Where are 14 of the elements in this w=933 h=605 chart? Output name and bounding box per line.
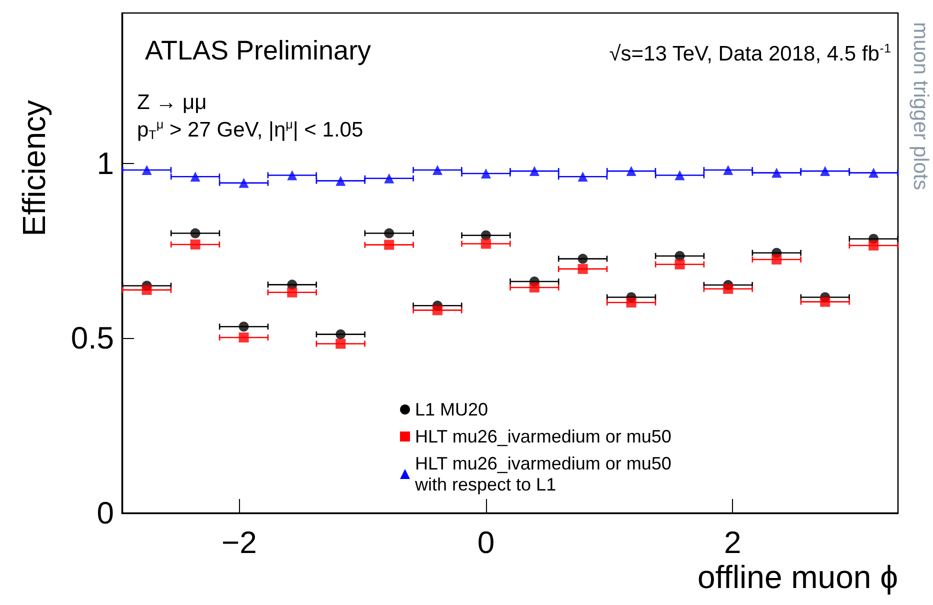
y-tick-label: 1 xyxy=(96,146,114,181)
text: muon trigger plots xyxy=(909,22,932,190)
legend-label: L1 MU20 xyxy=(415,400,488,420)
annotation: Z → μμ xyxy=(137,91,207,114)
y-axis-title: Efficiency xyxy=(16,100,52,236)
legend-label: HLT mu26_ivarmedium or mu50 xyxy=(415,426,672,446)
x-tick-label: 0 xyxy=(477,525,495,560)
legend-label: HLT mu26_ivarmedium or mu50 with respect to L1 xyxy=(414,454,672,494)
annotation: ATLAS Preliminary xyxy=(145,36,372,66)
y-tick-label: 0.5 xyxy=(70,320,114,356)
x-axis-title: offline muon ϕ xyxy=(697,559,898,595)
x-tick-label: −2 xyxy=(222,525,257,560)
y-tick-label: 0 xyxy=(96,496,114,530)
x-tick-label: 2 xyxy=(724,525,742,560)
